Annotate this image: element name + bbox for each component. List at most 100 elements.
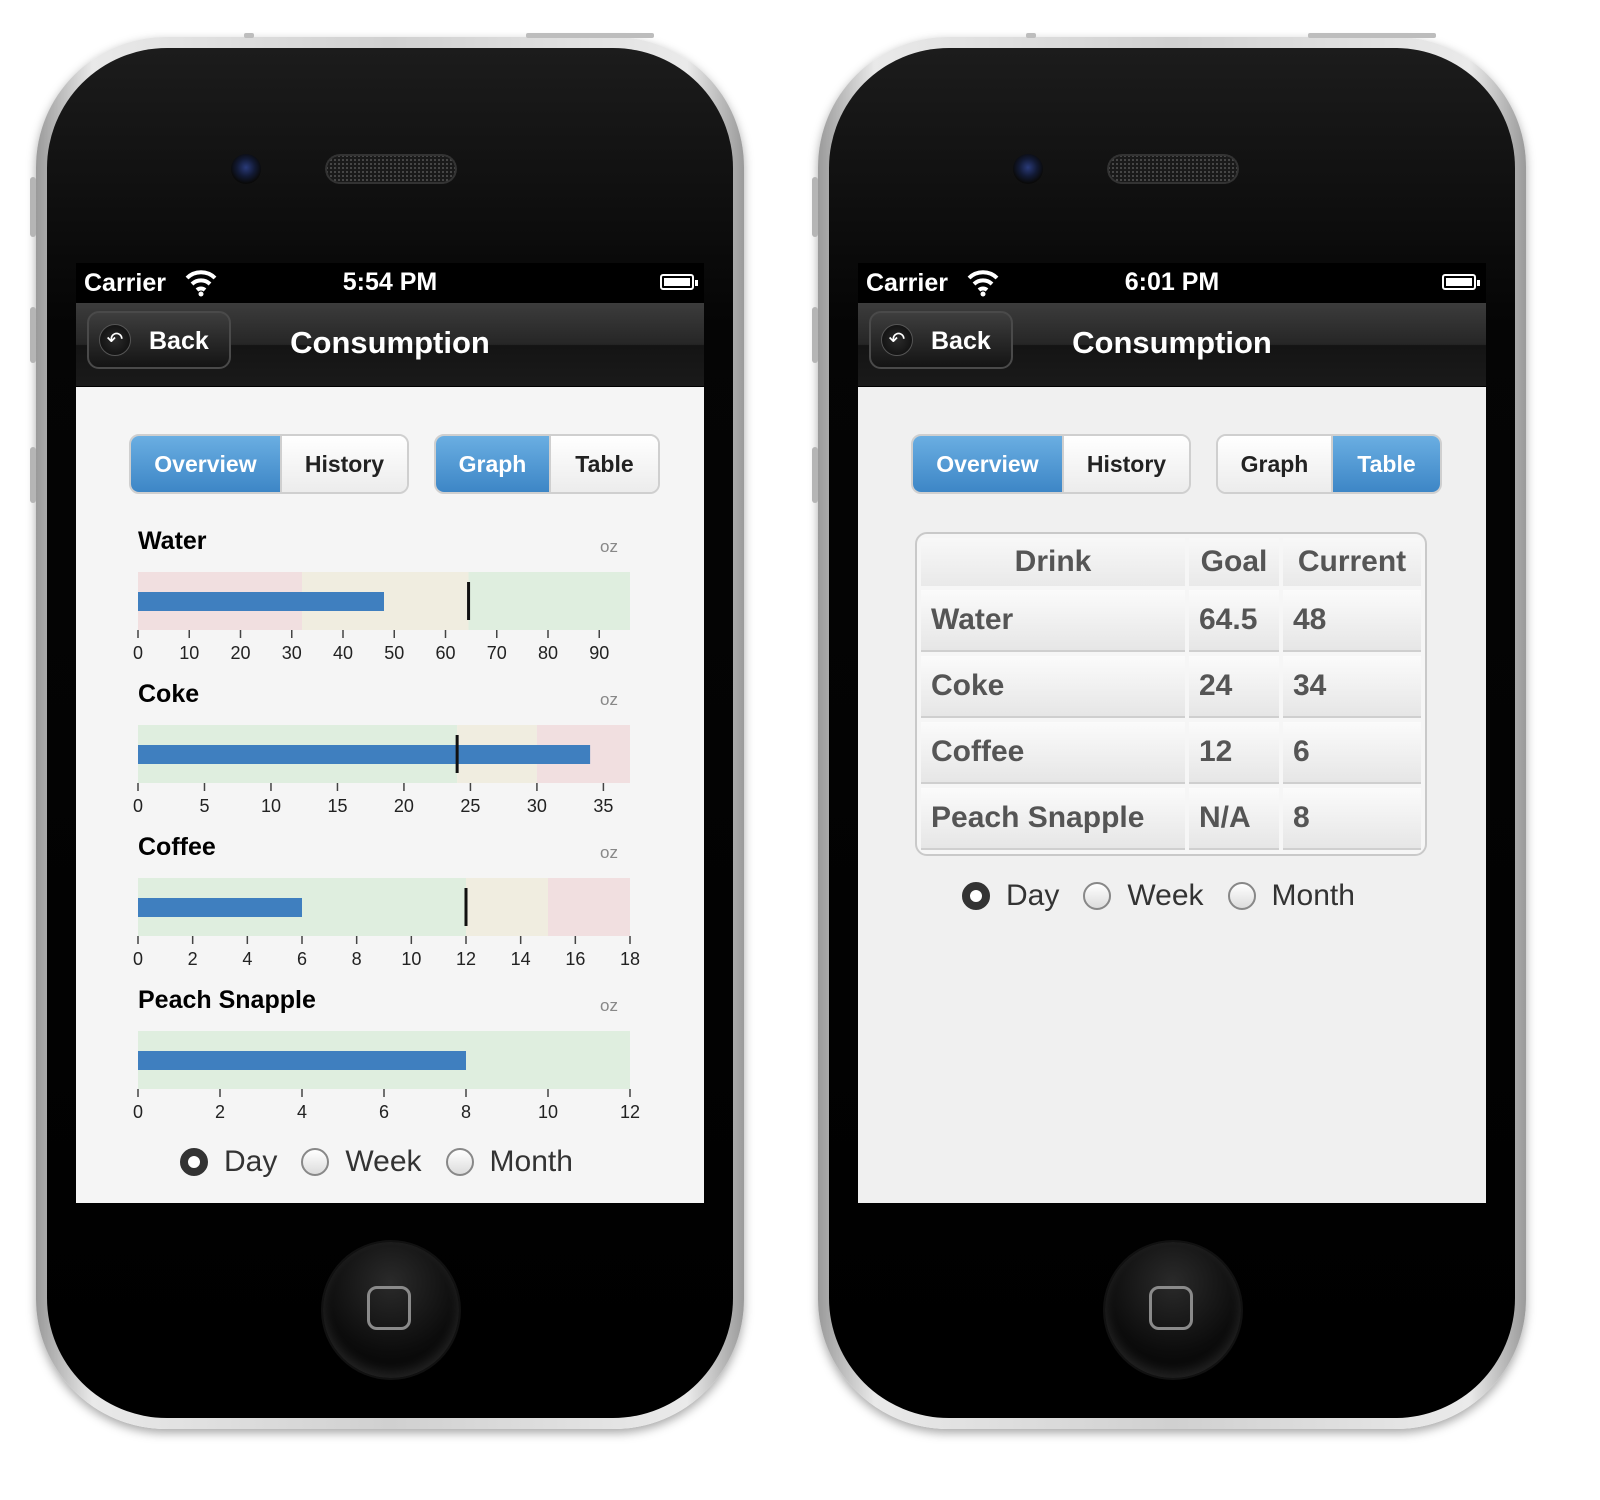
back-label: Back: [149, 327, 209, 355]
status-time: 5:54 PM: [342, 268, 438, 296]
chart-title: Coffee: [138, 833, 216, 861]
table-row: Peach Snapple N/A 8: [921, 788, 1421, 850]
tick-label: 10: [261, 796, 281, 815]
tick-label: 15: [327, 796, 347, 815]
radio-selected-icon: [962, 882, 990, 910]
volume-up-button[interactable]: [812, 307, 818, 363]
target-marker: [464, 888, 468, 926]
cell-drink: Peach Snapple: [921, 788, 1185, 850]
radio-empty-icon: [301, 1148, 330, 1176]
phone-right: Carrier 6:01 PM ↶ Back Consumption: [812, 33, 1526, 1429]
tick-label: 12: [620, 1102, 640, 1121]
screen: Carrier 6:01 PM ↶ Back Consumption: [858, 263, 1486, 1203]
view-segmented-control: Overview History: [911, 434, 1191, 494]
tick-label: 10: [538, 1102, 558, 1121]
target-marker: [455, 735, 459, 773]
radio-label: Day: [224, 1145, 278, 1178]
home-button[interactable]: [323, 1242, 459, 1378]
tab-table[interactable]: Table: [1330, 436, 1440, 492]
range-band-good: [468, 572, 630, 630]
tab-graph[interactable]: Graph: [436, 436, 549, 492]
value-bar: [138, 898, 302, 917]
tick-label: 4: [297, 1102, 307, 1121]
tab-overview[interactable]: Overview: [913, 436, 1062, 492]
earpiece-speaker: [325, 154, 457, 184]
chart-title: Peach Snapple: [138, 986, 316, 1014]
cell-drink: Coffee: [921, 722, 1185, 784]
carrier-label: Carrier: [84, 269, 166, 297]
mute-switch[interactable]: [30, 177, 36, 237]
mode-segmented-control: Graph Table: [434, 434, 660, 494]
power-button[interactable]: [1308, 33, 1436, 38]
radio-day[interactable]: Day: [180, 1145, 277, 1179]
top-mark: [244, 33, 254, 38]
tick-label: 4: [242, 949, 252, 968]
phone-bezel: Carrier 6:01 PM ↶ Back Consumption: [829, 48, 1515, 1418]
status-bar: Carrier 6:01 PM: [858, 263, 1486, 303]
tick-label: 8: [352, 949, 362, 968]
radio-day[interactable]: Day: [962, 879, 1059, 913]
home-square-icon: [1149, 1286, 1193, 1330]
earpiece-speaker: [1107, 154, 1239, 184]
tick-label: 6: [379, 1102, 389, 1121]
status-time: 6:01 PM: [1124, 268, 1220, 296]
tab-history[interactable]: History: [1061, 436, 1189, 492]
tick-label: 30: [282, 643, 302, 662]
radio-label: Day: [1006, 879, 1060, 912]
bullet-chart-svg: 0 5 10 15 20 25 30 35: [133, 725, 630, 815]
table-row: Coffee 12 6: [921, 722, 1421, 784]
back-button[interactable]: ↶ Back: [87, 311, 231, 369]
view-segmented-control: Overview History: [129, 434, 409, 494]
tab-graph[interactable]: Graph: [1218, 436, 1331, 492]
tab-history[interactable]: History: [279, 436, 407, 492]
tick-label: 60: [435, 643, 455, 662]
volume-down-button[interactable]: [30, 447, 36, 503]
tick-label: 0: [133, 796, 143, 815]
range-band-warn: [466, 878, 548, 936]
phone-left: Carrier 5:54 PM ↶ Back Consumption: [30, 33, 744, 1429]
power-button[interactable]: [526, 33, 654, 38]
value-bar: [138, 745, 591, 764]
home-button[interactable]: [1105, 1242, 1241, 1378]
value-bar: [138, 1051, 466, 1070]
bullet-chart-svg: 0 2 4 6 8 10 12: [133, 1031, 640, 1121]
cell-current: 8: [1283, 788, 1421, 850]
tab-overview[interactable]: Overview: [131, 436, 280, 492]
mute-switch[interactable]: [812, 177, 818, 237]
period-radio-group: Day Week Month: [180, 1145, 597, 1179]
wifi-icon: [185, 270, 217, 297]
radio-label: Month: [489, 1145, 573, 1178]
chart-title: Water: [138, 527, 207, 555]
tick-label: 90: [589, 643, 609, 662]
top-mark: [1026, 33, 1036, 38]
radio-week[interactable]: Week: [301, 1145, 422, 1179]
volume-up-button[interactable]: [30, 307, 36, 363]
radio-selected-icon: [180, 1148, 208, 1176]
radio-empty-icon: [445, 1148, 474, 1176]
tab-table[interactable]: Table: [548, 436, 658, 492]
period-radio-group: Day Week Month: [962, 879, 1379, 913]
column-header-goal: Goal: [1189, 538, 1279, 586]
radio-month[interactable]: Month: [445, 1145, 573, 1179]
cell-current: 48: [1283, 590, 1421, 652]
status-bar: Carrier 5:54 PM: [76, 263, 704, 303]
back-button[interactable]: ↶ Back: [869, 311, 1013, 369]
radio-empty-icon: [1083, 882, 1112, 910]
tick-label: 25: [460, 796, 480, 815]
consumption-table: Drink Goal Current Water 64.5 48: [915, 532, 1427, 856]
mode-segmented-control: Graph Table: [1216, 434, 1442, 494]
radio-month[interactable]: Month: [1227, 879, 1355, 913]
cell-current: 6: [1283, 722, 1421, 784]
tick-label: 5: [199, 796, 209, 815]
cell-goal: 64.5: [1189, 590, 1279, 652]
radio-week[interactable]: Week: [1083, 879, 1204, 913]
tick-label: 16: [565, 949, 585, 968]
tick-label: 6: [297, 949, 307, 968]
battery-icon: [1442, 274, 1480, 290]
tick-label: 12: [456, 949, 476, 968]
front-camera: [1013, 154, 1043, 184]
battery-icon: [660, 274, 698, 290]
volume-down-button[interactable]: [812, 447, 818, 503]
table-row: Coke 24 34: [921, 656, 1421, 718]
tick-label: 14: [511, 949, 531, 968]
